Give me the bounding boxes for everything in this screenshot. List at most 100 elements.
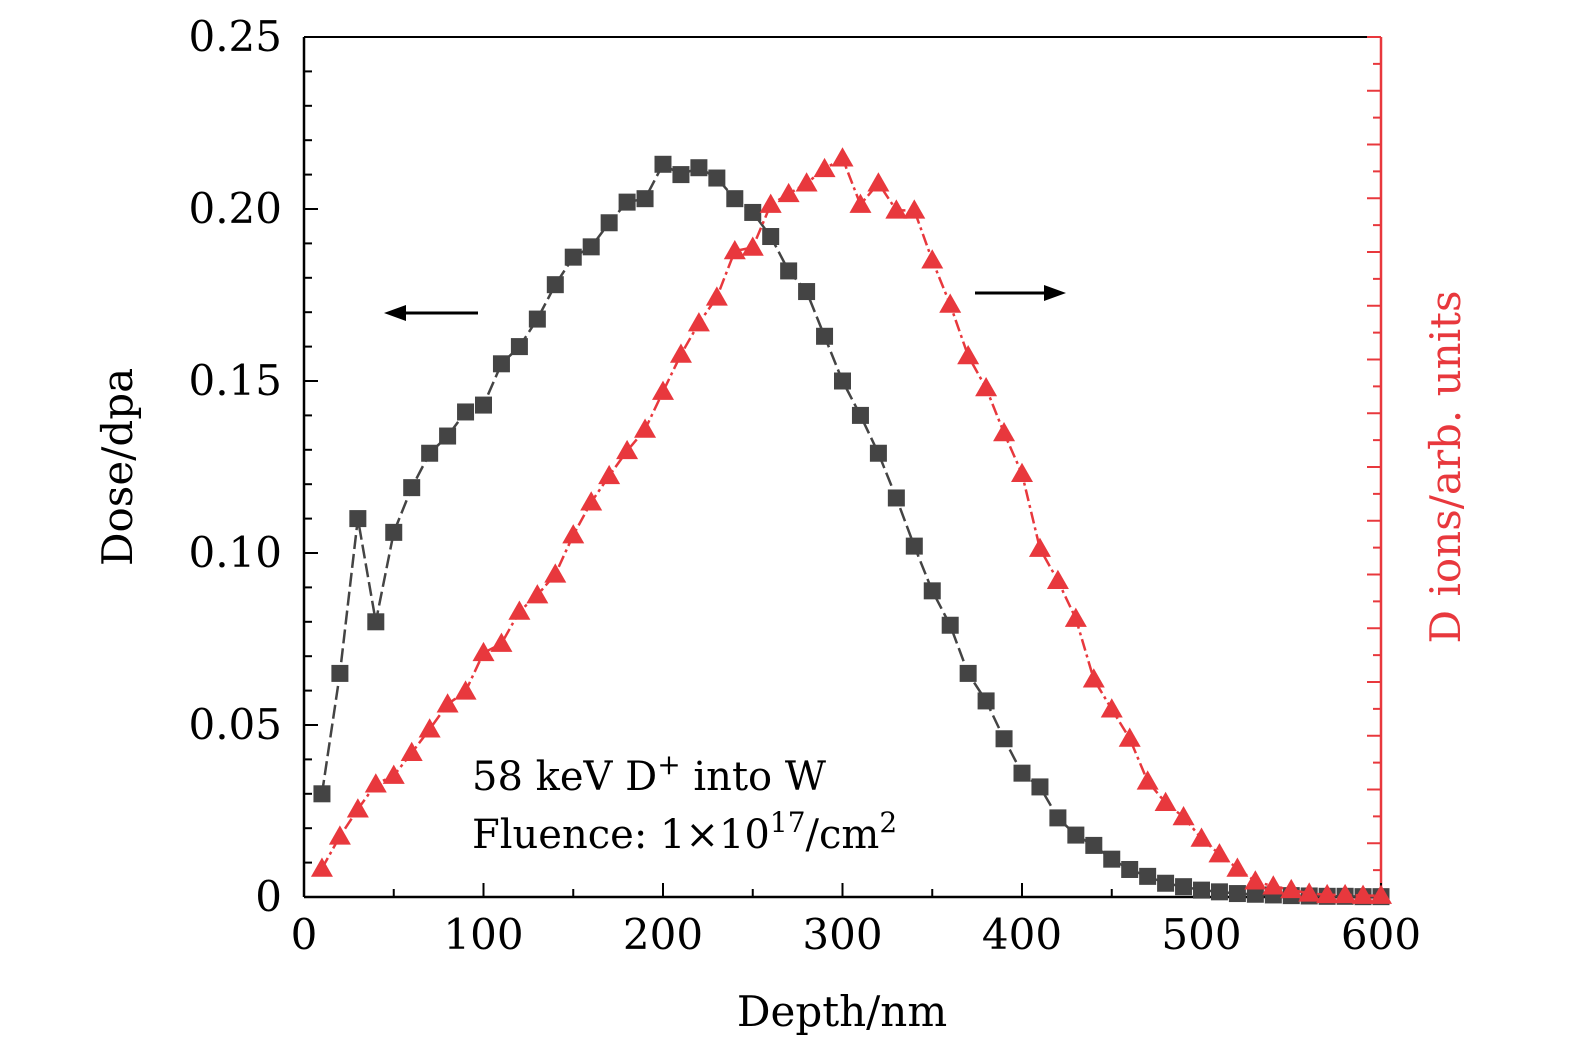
dose-point xyxy=(672,166,690,184)
d-ions-point xyxy=(436,693,459,713)
d-ions-point xyxy=(418,718,441,738)
dose-point xyxy=(510,338,528,356)
d-ions-point xyxy=(1262,875,1285,895)
dose-point xyxy=(331,664,349,682)
y-left-tick-label: 0.15 xyxy=(188,356,282,405)
d-ions-point xyxy=(1154,791,1177,812)
dose-point xyxy=(1228,885,1246,903)
dose-point xyxy=(1193,881,1210,899)
d-ions-point xyxy=(1118,727,1141,747)
d-ions-series xyxy=(310,147,1392,904)
x-axis-title: Depth/nm xyxy=(737,987,947,1036)
d-ions-point xyxy=(1298,882,1321,902)
y-left-tick-label: 0.25 xyxy=(188,12,282,61)
dose-point xyxy=(1067,826,1085,844)
d-ions-point xyxy=(508,600,531,620)
d-ions-point xyxy=(526,584,549,604)
dose-point xyxy=(1157,874,1175,892)
d-ions-point xyxy=(1352,884,1375,904)
dose-point xyxy=(618,193,636,211)
d-ions-point xyxy=(1370,884,1392,904)
dose-point xyxy=(959,664,977,682)
dose-point xyxy=(385,523,403,541)
x-tick-label: 200 xyxy=(623,910,703,959)
dose-point xyxy=(941,616,959,634)
dose-point xyxy=(726,190,744,208)
tick-labels-group: 0 100 200 300 400 500 600 0 0.05 0.10 0.15 0.20 0.25 xyxy=(188,12,1421,959)
d-ions-point xyxy=(400,741,423,762)
dose-point xyxy=(995,730,1013,748)
dose-point xyxy=(1139,867,1157,885)
annotation-line-1: 58 keV D+ into W xyxy=(472,748,826,800)
y-left-tick-label: 0.05 xyxy=(188,700,282,749)
d-ions-point xyxy=(813,157,836,178)
dose-point xyxy=(475,396,492,414)
dose-point xyxy=(708,169,726,187)
dose-point xyxy=(1210,883,1228,901)
dose-point xyxy=(367,613,385,631)
dose-point xyxy=(762,228,780,246)
dose-point xyxy=(1013,764,1031,782)
d-ions-point xyxy=(795,172,818,192)
d-ions-point xyxy=(921,249,944,269)
dose-point xyxy=(1103,850,1121,868)
dose-point xyxy=(654,155,672,173)
dose-point xyxy=(421,444,439,462)
dose-point xyxy=(492,355,510,373)
d-ions-point xyxy=(741,236,764,256)
d-ions-point xyxy=(1064,607,1087,627)
d-ions-point xyxy=(723,240,746,260)
d-ions-point xyxy=(705,286,728,306)
d-ions-point xyxy=(1172,806,1195,826)
dose-point xyxy=(905,537,923,555)
d-ions-point xyxy=(1046,569,1069,590)
dose-point xyxy=(780,262,798,280)
arrow-left-indicator xyxy=(384,305,478,321)
x-tick-label: 0 xyxy=(291,910,318,959)
dose-point xyxy=(977,692,995,710)
d-ions-point xyxy=(849,193,872,213)
dose-point xyxy=(869,444,887,462)
d-ions-point xyxy=(957,344,980,365)
d-ions-point xyxy=(310,857,333,877)
dose-series xyxy=(313,155,1390,906)
y-axis-right-title: D ions/arb. units xyxy=(1421,290,1470,643)
dose-point xyxy=(313,785,331,803)
annotation-line-2: Fluence: 1×1017/cm2 xyxy=(472,806,897,858)
dose-point xyxy=(1121,860,1139,878)
d-ions-point xyxy=(472,641,495,662)
dose-point xyxy=(744,203,762,221)
d-ions-point xyxy=(669,343,692,363)
dose-point xyxy=(439,427,457,445)
dose-point xyxy=(582,238,600,256)
d-ions-point xyxy=(1100,698,1123,718)
y-axis-left-title: Dose/dpa xyxy=(93,368,142,566)
d-ions-point xyxy=(616,439,639,460)
arrow-right-indicator xyxy=(975,285,1066,301)
d-ions-point xyxy=(562,524,585,544)
dose-point xyxy=(403,479,421,497)
d-ions-point xyxy=(544,563,567,583)
d-ions-point xyxy=(867,172,890,192)
dose-point xyxy=(798,283,816,301)
d-ions-point xyxy=(993,422,1016,442)
d-ions-point xyxy=(580,491,603,511)
dose-point xyxy=(1246,885,1264,903)
dose-point xyxy=(1175,878,1193,896)
dose-point xyxy=(528,310,546,328)
d-ions-point xyxy=(454,680,477,700)
d-ions-point xyxy=(1011,462,1033,482)
d-ions-point xyxy=(777,182,800,203)
d-ions-point xyxy=(382,764,405,784)
d-ions-point xyxy=(687,312,710,332)
d-ions-point xyxy=(1208,843,1231,863)
d-ions-point xyxy=(490,632,513,652)
d-ions-point xyxy=(598,464,621,485)
d-ions-point xyxy=(1082,668,1105,688)
dose-point xyxy=(1031,778,1049,796)
d-ions-point xyxy=(328,825,351,845)
x-tick-label: 300 xyxy=(802,910,882,959)
d-ions-point xyxy=(634,418,657,438)
dose-point xyxy=(887,489,905,507)
